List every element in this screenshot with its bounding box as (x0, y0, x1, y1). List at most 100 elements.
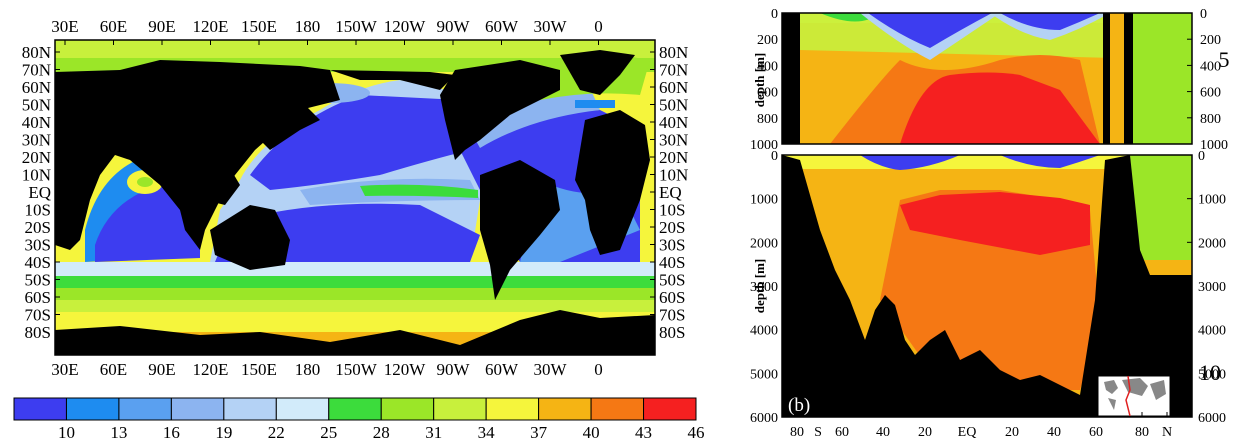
map-land (55, 50, 655, 355)
upper-y-tick-label-right: 1000 (1200, 138, 1228, 153)
lower-y-tick-label-left: 5000 (750, 367, 778, 382)
colorbar-label: 10 (58, 423, 75, 442)
map-x-tick-label-top: 60W (485, 17, 519, 36)
colorbar-swatch (118, 397, 172, 421)
colorbar-swatch (275, 397, 330, 421)
lower-y-tick-label-left: 1000 (750, 193, 778, 208)
lower-y-tick-label-right: 2000 (1198, 236, 1226, 251)
map-x-tick-label-top: 120W (384, 17, 427, 36)
lower-y-tick-label-right: 5000 (1198, 367, 1226, 382)
map-x-tick-label-top: 30W (533, 17, 567, 36)
colorbar-swatch (223, 397, 277, 421)
colorbar-swatch (485, 397, 540, 421)
map-y-tick-label-left: 30N (22, 131, 51, 150)
colorbar: 10 13 16 19 22 25 28 31 34 37 40 43 46 (13, 397, 705, 442)
map-y-tick-label-right: 70S (659, 306, 685, 325)
lower-y-tick-label-right: 6000 (1198, 411, 1226, 426)
colorbar-swatch (590, 397, 645, 421)
map-x-tick-label-top: 150W (335, 17, 378, 36)
map-y-tick-label-left: 80S (25, 323, 51, 342)
map-frame (54, 39, 656, 356)
colorbar-label: 16 (163, 423, 180, 442)
map-y-tick-label-right: 50N (659, 96, 688, 115)
map-x-tick-label-bottom: 150E (241, 360, 277, 379)
section-x-tick-label: S (814, 425, 822, 440)
map-y-tick-label-left: 40S (25, 253, 51, 272)
upper-y-tick-label-left: 400 (757, 59, 778, 74)
colorbar-label: 28 (373, 423, 390, 442)
map-y-tick-label-left: 10S (25, 201, 51, 220)
map-y-tick-label-right: 80S (659, 323, 685, 342)
lower-depth-label: depth [m] (752, 259, 767, 314)
map-x-tick-label-bottom: 30W (533, 360, 567, 379)
map-y-tick-label-left: 70N (22, 61, 51, 80)
map-y-tick-label-right: EQ (659, 183, 682, 202)
map-y-tick-label-left: 80N (22, 43, 51, 62)
upper-section-field (782, 13, 1192, 144)
map-x-tick-label-top: 120E (193, 17, 229, 36)
map-x-tick-label-bottom: 60W (485, 360, 519, 379)
colorbar-swatch (380, 397, 435, 421)
map-y-tick-label-right: 10N (659, 166, 688, 185)
map-y-tick-label-right: 20N (659, 148, 688, 167)
lower-y-tick-label-right: 0 (1198, 149, 1205, 164)
section-x-tick-label: 60 (835, 425, 849, 440)
map-y-tick-label-right: 60S (659, 288, 685, 307)
section-x-tick-label: 80 (1135, 425, 1149, 440)
colorbar-swatch (433, 397, 487, 421)
map-y-tick-label-left: 60S (25, 288, 51, 307)
map-y-tick-label-left: 30S (25, 236, 51, 255)
map-x-tick-label-bottom: 120W (384, 360, 427, 379)
map-y-tick-label-right: 40N (659, 113, 688, 132)
upper-depth-label: depth [m] (752, 53, 767, 108)
colorbar-label: 31 (425, 423, 442, 442)
map-x-tick-label-bottom: 60E (100, 360, 127, 379)
map-x-tick-label-bottom: 0 (594, 360, 603, 379)
upper-y-tick-label-left: 1000 (750, 138, 778, 153)
map-x-tick-label-top: 150E (241, 17, 277, 36)
map-x-tick-label-bottom: 90W (436, 360, 470, 379)
map-y-tick-label-right: 40S (659, 253, 685, 272)
map-y-tick-label-right: 60N (659, 78, 688, 97)
map-x-tick-label-top: 0 (594, 17, 603, 36)
section-x-tick-label: 80 (790, 425, 804, 440)
lower-y-tick-label-left: 4000 (750, 324, 778, 339)
section-x-tick-label: 60 (1089, 425, 1103, 440)
map-x-tick-label-bottom: 90E (148, 360, 175, 379)
section-x-tick-label: 40 (876, 425, 890, 440)
map-y-tick-label-left: 20N (22, 148, 51, 167)
lower-y-tick-label-right: 4000 (1198, 324, 1226, 339)
map-x-tick-label-top: 90W (436, 17, 470, 36)
colorbar-label: 34 (478, 423, 496, 442)
map-y-tick-label-right: 10S (659, 201, 685, 220)
upper-y-tick-label-left: 800 (757, 112, 778, 127)
upper-y-tick-label-right: 800 (1200, 112, 1221, 127)
upper-y-tick-label-right: 600 (1200, 86, 1221, 101)
upper-y-tick-label-left: 0 (771, 7, 778, 22)
map-y-tick-label-right: 20S (659, 218, 685, 237)
map-y-tick-label-left: 50S (25, 271, 51, 290)
map-y-tick-label-left: 50N (22, 96, 51, 115)
lower-y-tick-label-right: 1000 (1198, 193, 1226, 208)
colorbar-label: 13 (110, 423, 127, 442)
colorbar-swatch (170, 397, 225, 421)
map-panel: 30E 30E 60E 60E 90E 90E 120E 120E 150E 150E 180 180… (22, 17, 689, 379)
map-x-tick-label-top: 30E (51, 17, 78, 36)
lower-y-tick-label-right: 3000 (1198, 280, 1226, 295)
panel-label-b: (b) (788, 395, 810, 416)
colorbar-label: 19 (215, 423, 232, 442)
map-x-tick-label-bottom: 30E (51, 360, 78, 379)
section-x-tick-label: 20 (1005, 425, 1019, 440)
section-x-tick-label: N (1162, 425, 1172, 440)
lower-y-tick-label-left: 3000 (750, 280, 778, 295)
colorbar-label: 46 (688, 423, 705, 442)
section-x-tick-label: 40 (1047, 425, 1061, 440)
colorbar-swatch (13, 397, 67, 421)
map-y-tick-label-right: 30S (659, 236, 685, 255)
colorbar-label: 43 (635, 423, 652, 442)
colorbar-label: 22 (268, 423, 285, 442)
map-x-tick-label-bottom: 150W (335, 360, 378, 379)
